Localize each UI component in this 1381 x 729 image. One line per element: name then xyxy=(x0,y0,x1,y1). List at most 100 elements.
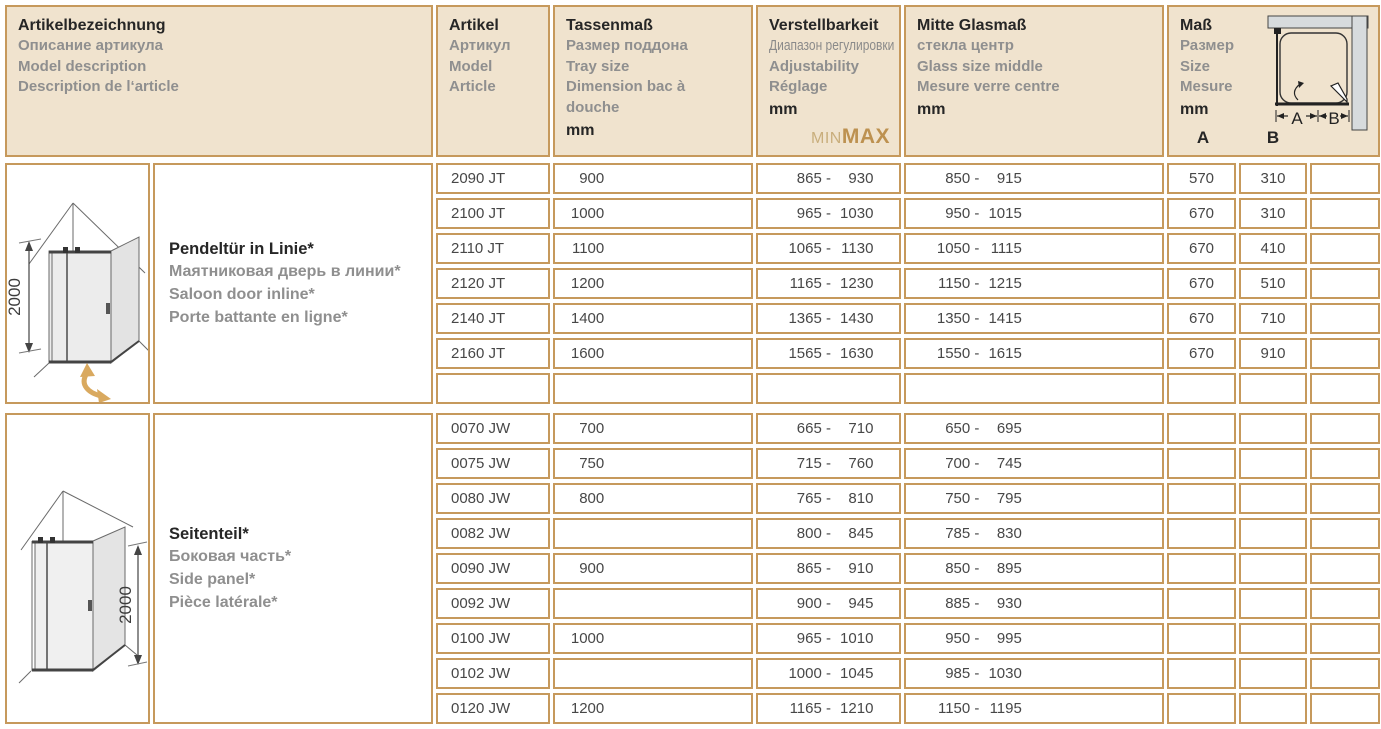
model-title-ru: Боковая часть* xyxy=(169,548,292,566)
cell-glass-size: 1350 - 1415 xyxy=(904,303,1164,334)
cell-adjustability: 665 - 710 xyxy=(756,413,901,444)
model-title-en: Saloon door inline* xyxy=(169,285,315,303)
cell-adjustability: 965 - 1030 xyxy=(756,198,901,229)
cell-size-a xyxy=(1167,693,1236,724)
cell-artikel: 0092 JW xyxy=(436,588,550,619)
cell-extra xyxy=(1310,373,1380,404)
header-label-en: Tray size xyxy=(566,57,630,75)
header-unit: mm xyxy=(917,101,946,119)
cell-size-b: 910 xyxy=(1239,338,1307,369)
header-label-ru: Размер поддона xyxy=(566,37,688,55)
cell-adjustability: 715 - 760 xyxy=(756,448,901,479)
header-unit: mm xyxy=(566,121,595,139)
cell-tray-size xyxy=(553,518,753,549)
cell-tray-size: 1200 xyxy=(553,693,753,724)
diagram-b-label: B xyxy=(1328,109,1339,128)
header-label-fr: Dimension bac à douche xyxy=(566,78,686,117)
cell-size-b xyxy=(1239,483,1307,514)
header-label-fr: Réglage xyxy=(769,78,828,96)
cell-artikel: 0090 JW xyxy=(436,553,550,584)
min-label: MIN xyxy=(811,130,842,147)
cell-tray-size: 1400 xyxy=(553,303,753,334)
model-title-ru: Маятниковая дверь в линии* xyxy=(169,263,401,281)
model-title-de: Seitenteil* xyxy=(169,524,249,543)
section-side-panel: 2000 Seitenteil* Боковая часть* Side pan… xyxy=(5,413,1381,724)
cell-tray-size: 900 xyxy=(553,163,753,194)
cell-size-a: 670 xyxy=(1167,198,1236,229)
header-adjustability: Verstellbarkeit Диапазон регулировки Adj… xyxy=(756,5,901,157)
cell-glass-size: 1550 - 1615 xyxy=(904,338,1164,369)
side-panel-sketch: 2000 xyxy=(18,490,148,684)
cell-artikel: 0070 JW xyxy=(436,413,550,444)
cell-extra xyxy=(1310,268,1380,299)
cell-extra xyxy=(1310,163,1380,194)
model-title-de: Pendeltür in Linie* xyxy=(169,239,314,258)
header-glass-size: Mitte Glasmaß стекла центр Glass size mi… xyxy=(904,5,1164,157)
cell-adjustability: 765 - 810 xyxy=(756,483,901,514)
cell-glass-size: 1050 - 1115 xyxy=(904,233,1164,264)
cell-extra xyxy=(1310,483,1380,514)
header-label-de: Verstellbarkeit xyxy=(769,17,879,34)
cell-glass-size: 1150 - 1215 xyxy=(904,268,1164,299)
cell-size-b xyxy=(1239,448,1307,479)
cell-size-b: 510 xyxy=(1239,268,1307,299)
cell-adjustability: 1565 - 1630 xyxy=(756,338,901,369)
header-label-ru: Артикул xyxy=(449,37,511,55)
header-label-en: Size xyxy=(1180,57,1211,75)
installation-diagram: A B xyxy=(1267,15,1369,131)
dimension-label: 2000 xyxy=(7,278,24,316)
saloon-door-sketch: 2000 xyxy=(7,202,148,402)
cell-size-a: 570 xyxy=(1167,163,1236,194)
cell-adjustability: 865 - 930 xyxy=(756,163,901,194)
cell-size-a xyxy=(1167,413,1236,444)
cell-tray-size: 1600 xyxy=(553,338,753,369)
header-size: Maß Размер Size Mesure mm A B xyxy=(1167,5,1380,157)
cell-glass-size: 700 - 745 xyxy=(904,448,1164,479)
cell-artikel: 0075 JW xyxy=(436,448,550,479)
model-title-fr: Pièce latérale* xyxy=(169,593,278,611)
header-label-fr: Mesure xyxy=(1180,78,1233,96)
cell-adjustability: 900 - 945 xyxy=(756,588,901,619)
cell-glass-size: 850 - 895 xyxy=(904,553,1164,584)
cell-size-a xyxy=(1167,373,1236,404)
cell-artikel: 2110 JT xyxy=(436,233,550,264)
cell-adjustability xyxy=(756,373,901,404)
cell-extra xyxy=(1310,693,1380,724)
cell-glass-size: 750 - 795 xyxy=(904,483,1164,514)
header-label-en: Model description xyxy=(18,57,147,75)
cell-size-b: 310 xyxy=(1239,163,1307,194)
cell-size-a: 670 xyxy=(1167,233,1236,264)
cell-adjustability: 965 - 1010 xyxy=(756,623,901,654)
cell-tray-size: 1100 xyxy=(553,233,753,264)
cell-glass-size: 1150 - 1195 xyxy=(904,693,1164,724)
size-a-label: A xyxy=(1196,128,1210,147)
cell-size-b: 410 xyxy=(1239,233,1307,264)
header-label-de: Artikelbezeichnung xyxy=(18,17,166,34)
cell-size-b xyxy=(1239,693,1307,724)
cell-size-b: 310 xyxy=(1239,198,1307,229)
cell-size-a xyxy=(1167,623,1236,654)
cell-extra xyxy=(1310,588,1380,619)
cell-artikel: 2100 JT xyxy=(436,198,550,229)
cell-size-a xyxy=(1167,658,1236,689)
header-label-fr: Description de l‘article xyxy=(18,78,179,96)
cell-adjustability: 1000 - 1045 xyxy=(756,658,901,689)
cell-glass-size: 850 - 915 xyxy=(904,163,1164,194)
cell-size-b xyxy=(1239,658,1307,689)
cell-glass-size: 785 - 830 xyxy=(904,518,1164,549)
cell-tray-size xyxy=(553,658,753,689)
cell-extra xyxy=(1310,448,1380,479)
cell-extra xyxy=(1310,518,1380,549)
cell-artikel: 2160 JT xyxy=(436,338,550,369)
cell-size-a xyxy=(1167,518,1236,549)
header-label-de: Tassenmaß xyxy=(566,17,653,34)
header-label-fr: Mesure verre centre xyxy=(917,78,1060,96)
cell-tray-size: 900 xyxy=(553,553,753,584)
size-ab-labels: A B xyxy=(1169,128,1378,150)
label-side-panel: Seitenteil* Боковая часть* Side panel* P… xyxy=(153,413,433,724)
cell-extra xyxy=(1310,233,1380,264)
section-saloon-door: 2000 Pendeltür in Linie* Маятникова xyxy=(5,163,1381,404)
cell-adjustability: 1165 - 1210 xyxy=(756,693,901,724)
header-label-ru: Размер xyxy=(1180,37,1235,55)
